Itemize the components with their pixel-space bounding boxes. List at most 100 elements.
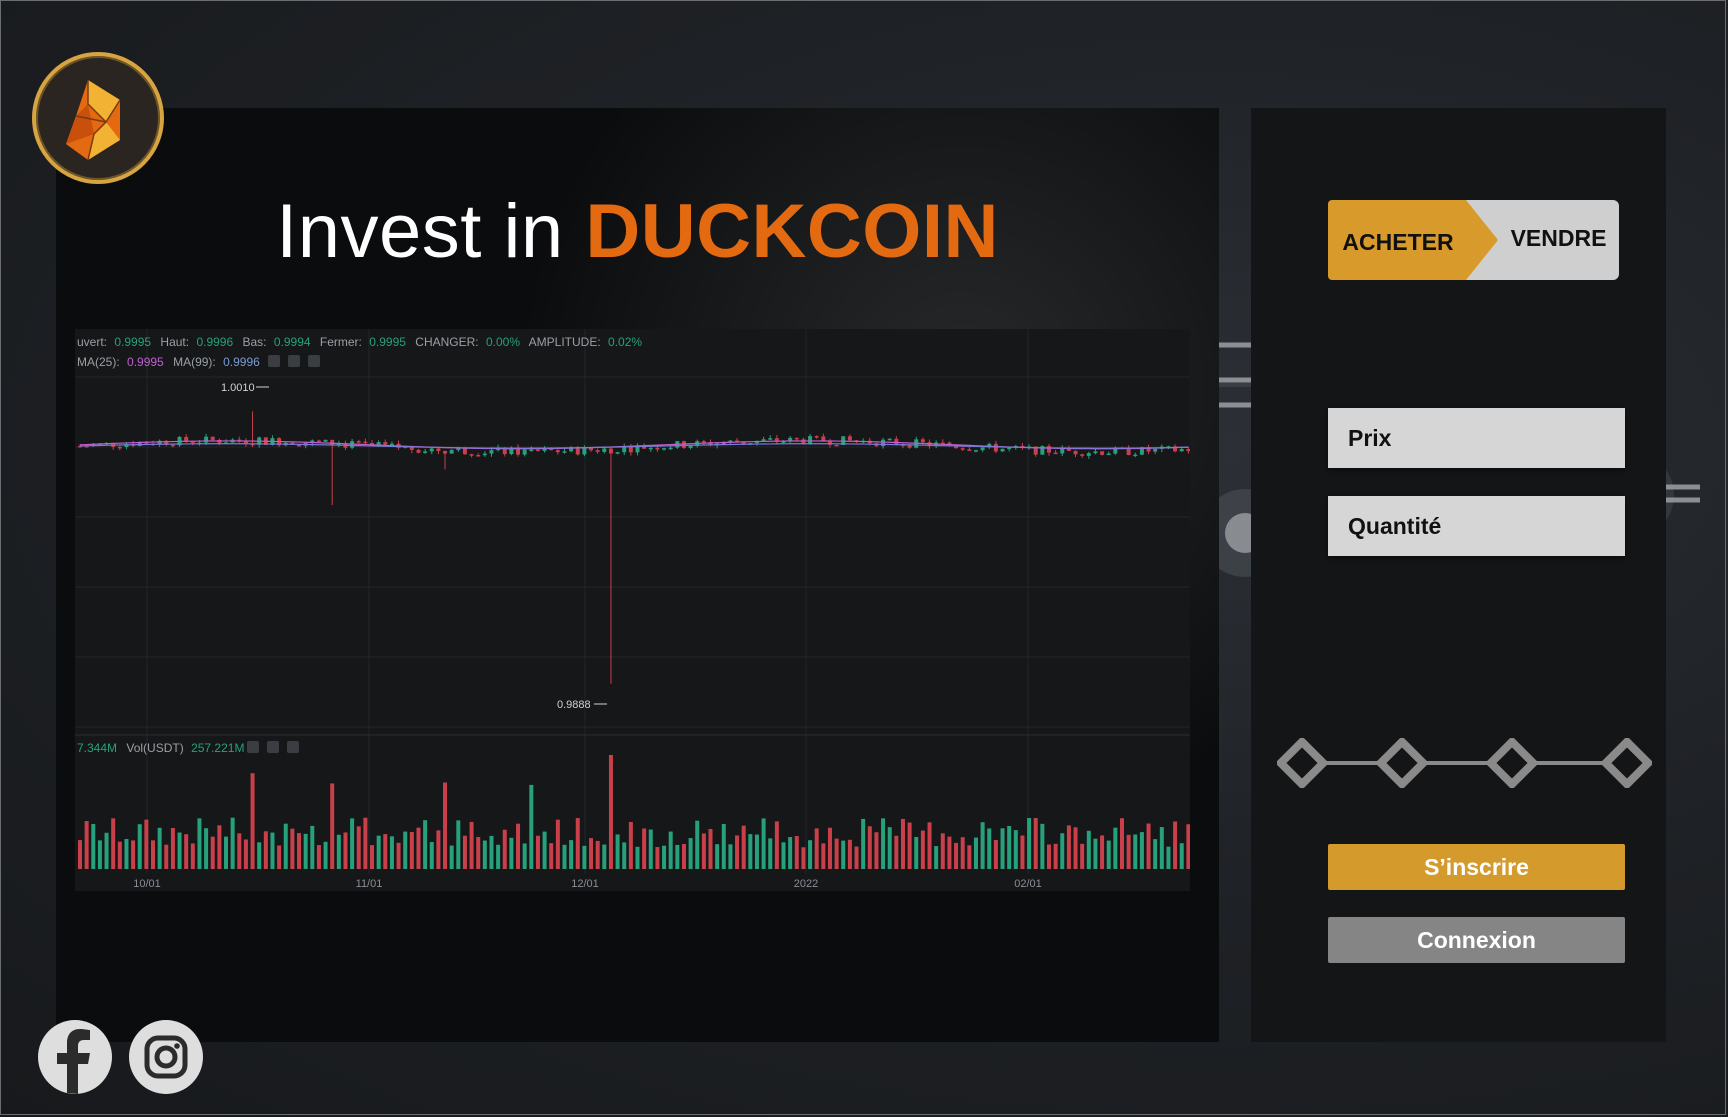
volume-bar (681, 844, 686, 869)
buy-sell-toggle[interactable]: ACHETER VENDRE (1328, 200, 1619, 280)
volume-bar (768, 838, 773, 869)
volume-bar (383, 834, 388, 869)
volume-bar (1146, 823, 1151, 869)
candle (476, 453, 481, 457)
volume-bar (456, 820, 461, 869)
volume-bar (874, 832, 879, 869)
volume-bar (78, 840, 82, 869)
candle (648, 446, 653, 453)
volume-bar (243, 839, 248, 869)
volume-bar (469, 821, 474, 869)
candle (668, 446, 673, 450)
instagram-button[interactable] (129, 1020, 203, 1094)
volume-bar (788, 837, 793, 869)
volume-bar (237, 833, 242, 869)
ma25-value: 0.9995 (127, 355, 164, 369)
volume-bar (854, 846, 859, 869)
quantity-input[interactable] (1328, 496, 1625, 556)
buy-tab-bg[interactable] (1328, 200, 1498, 280)
quantity-stepper[interactable] (1277, 738, 1652, 788)
volume-bar (907, 822, 912, 869)
volume-bar (628, 821, 633, 869)
candle (761, 436, 766, 442)
login-button[interactable]: Connexion (1328, 917, 1625, 963)
candle (662, 447, 667, 451)
candle (542, 445, 547, 453)
volume-bar (582, 845, 587, 869)
chart-canvas[interactable]: uvert: 0.9995 Haut: 0.9996 Bas: 0.9994 F… (75, 329, 1190, 891)
volume-settings-icon[interactable] (267, 741, 279, 753)
volume-bar (489, 835, 494, 869)
volume-bar (1060, 833, 1065, 869)
volume-label: Vol(USDT) (126, 741, 183, 755)
stat-close-label: Fermer: (320, 335, 362, 349)
volume-bar (429, 842, 434, 869)
volume-bar (356, 826, 361, 869)
volume-bar (310, 825, 315, 869)
volume-bar (555, 819, 560, 869)
hero-prefix: Invest in (276, 189, 564, 274)
candle (847, 434, 852, 441)
duckcoin-logo-icon (66, 80, 121, 161)
candle (940, 439, 945, 445)
price-input[interactable] (1328, 408, 1625, 468)
volume-bar (197, 818, 202, 869)
volume-bar (622, 842, 627, 869)
stepper-step-4[interactable] (1600, 738, 1652, 788)
volume-bar (914, 837, 919, 869)
volume-bar (608, 755, 613, 869)
stepper-step-2[interactable] (1375, 738, 1429, 788)
candle (1126, 445, 1131, 456)
sell-tab[interactable]: VENDRE (1510, 225, 1607, 251)
candle (1000, 448, 1005, 452)
volume-bar (847, 839, 852, 869)
volume-bar (834, 838, 839, 869)
candle (595, 448, 600, 454)
volume-bar (1007, 826, 1012, 869)
volume-bar (675, 844, 680, 869)
volume-bar (1126, 834, 1131, 869)
stat-amplitude-label: AMPLITUDE: (529, 335, 601, 349)
ma-settings-icons[interactable] (268, 355, 320, 367)
candle (1179, 447, 1184, 452)
volume-bar (589, 838, 594, 869)
settings-icon[interactable] (288, 355, 300, 367)
facebook-button[interactable] (38, 1020, 112, 1094)
volume-bar (1053, 843, 1058, 869)
candle (622, 443, 627, 456)
stepper-step-1[interactable] (1277, 738, 1329, 788)
x-tick-label: 02/01 (1014, 878, 1042, 890)
candle (688, 445, 693, 450)
candle (887, 438, 892, 441)
ma99-label: MA(99): (173, 355, 216, 369)
close-icon[interactable] (308, 355, 320, 367)
eye-icon[interactable] (268, 355, 280, 367)
signup-button[interactable]: S’inscrire (1328, 844, 1625, 890)
volume-bar (336, 834, 341, 869)
buy-tab[interactable]: ACHETER (1342, 229, 1454, 255)
volume-bar (230, 817, 235, 869)
volume-bar (721, 823, 726, 869)
volume-bar (549, 843, 554, 869)
volume-bar (462, 835, 467, 869)
candle (131, 440, 136, 448)
candle (330, 439, 335, 506)
volume-bar (151, 840, 156, 869)
duckcoin-logo[interactable] (32, 52, 164, 184)
candle (469, 453, 474, 458)
x-tick-label: 12/01 (571, 878, 599, 890)
price-chart[interactable]: uvert: 0.9995 Haut: 0.9996 Bas: 0.9994 F… (75, 329, 1190, 891)
candle (1093, 448, 1098, 455)
stat-close-value: 0.9995 (369, 335, 406, 349)
stat-low-label: Bas: (242, 335, 266, 349)
candle (363, 438, 368, 445)
volume-bar (224, 836, 229, 869)
volume-bar (270, 832, 275, 869)
volume-bar (482, 840, 487, 869)
volume-close-icon[interactable] (287, 741, 299, 753)
x-tick-label: 2022 (794, 878, 818, 890)
volume-bar (774, 821, 779, 869)
stepper-step-3[interactable] (1485, 738, 1539, 788)
volume-eye-icon[interactable] (247, 741, 259, 753)
volume-bar (290, 828, 295, 869)
